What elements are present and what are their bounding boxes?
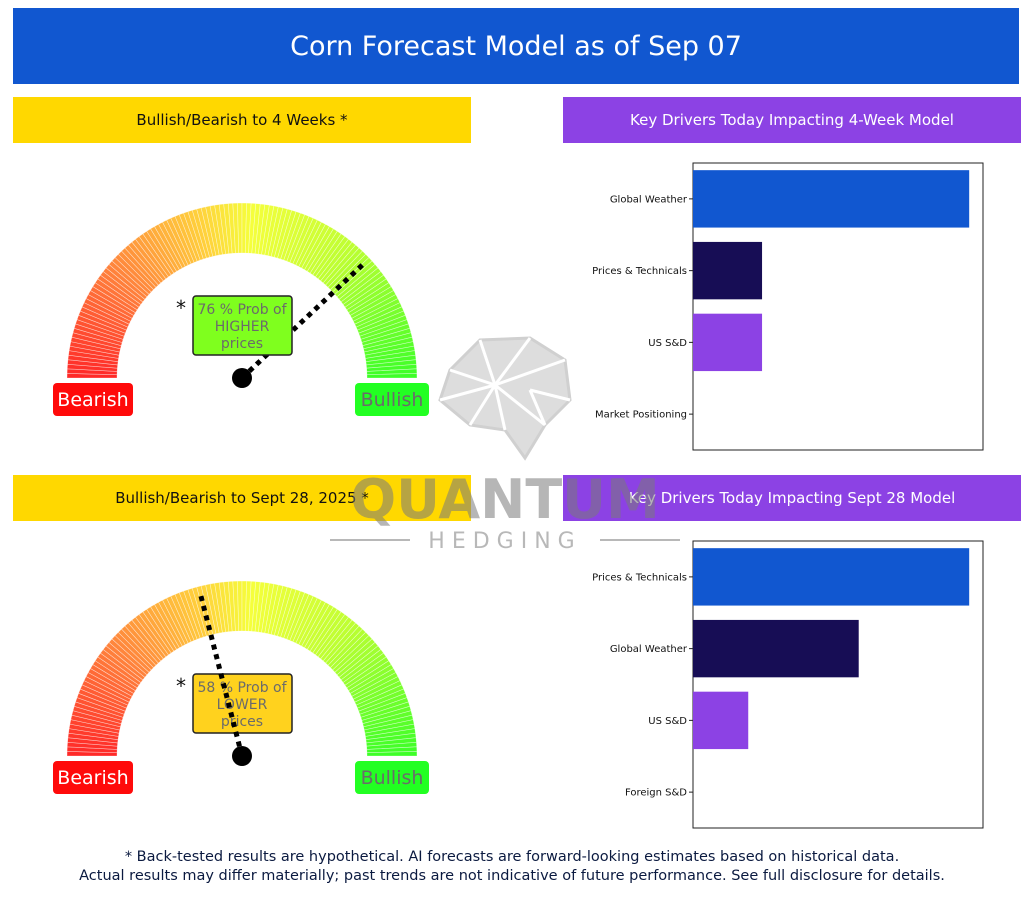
y-tick-label: Market Positioning <box>595 410 687 421</box>
watermark-sub: HEDGING <box>428 529 581 554</box>
bullish-pill: Bullish <box>355 761 429 794</box>
bullish-label: Bullish <box>361 389 424 411</box>
drivers-sept28-title: Key Drivers Today Impacting Sept 28 Mode… <box>563 475 1021 521</box>
disclaimer: * Back-tested results are hypothetical. … <box>0 848 1024 886</box>
gauge-sept28-svg: Bearish Bullish * 58 % Prob of LOWER pri… <box>53 580 429 794</box>
bar-prices-technicals <box>693 548 970 606</box>
bar-global-weather <box>693 170 970 228</box>
gauge-4week-svg: Bearish Bullish * 76 % Prob of HIGHER pr… <box>53 202 429 416</box>
bullish-pill: Bullish <box>355 383 429 416</box>
gauge-segment <box>366 751 418 757</box>
bearish-pill: Bearish <box>53 761 133 794</box>
y-tick-label: Prices & Technicals <box>592 266 687 277</box>
gauge-needle <box>240 263 364 380</box>
bar-us-s-d <box>693 313 763 372</box>
prob-line-1: 58 % Prob of <box>197 680 287 696</box>
page-title: Corn Forecast Model as of Sep 07 <box>13 8 1019 84</box>
gauge-needle <box>198 595 245 757</box>
bar-prices-technicals <box>693 241 763 300</box>
bar-global-weather <box>693 619 859 678</box>
prob-line-2: HIGHER <box>215 319 270 335</box>
y-tick-label: US S&D <box>648 716 687 727</box>
drivers-sept28-chart: Prices & Technicals Global Weather US S&D F… <box>563 534 1021 834</box>
prob-box <box>192 673 293 734</box>
bearish-pill: Bearish <box>53 383 133 416</box>
needle-hub <box>232 368 252 388</box>
gauge-4week-title: Bullish/Bearish to 4 Weeks * <box>13 97 471 143</box>
y-tick-label: Prices & Technicals <box>592 572 687 583</box>
needle-hub <box>232 746 252 766</box>
prob-asterisk: * <box>176 296 186 320</box>
bearish-label: Bearish <box>57 389 128 411</box>
y-tick-label: Global Weather <box>610 194 688 205</box>
gauge-sept28-title: Bullish/Bearish to Sept 28, 2025 * <box>13 475 471 521</box>
prob-line-3: prices <box>221 336 263 352</box>
bearish-label: Bearish <box>57 767 128 789</box>
bullish-label: Bullish <box>361 767 424 789</box>
drivers-4week-title: Key Drivers Today Impacting 4-Week Model <box>563 97 1021 143</box>
disclaimer-line-1: * Back-tested results are hypothetical. … <box>124 849 900 865</box>
y-tick-label: US S&D <box>648 338 687 349</box>
drivers-4week-svg: Global Weather Prices & Technicals US S&D M… <box>592 162 984 451</box>
prob-line-1: 76 % Prob of <box>197 302 287 318</box>
disclaimer-line-2: Actual results may differ materially; pa… <box>79 868 945 884</box>
prob-line-3: prices <box>221 714 263 730</box>
drivers-4week-chart: Global Weather Prices & Technicals US S&D M… <box>563 156 1021 456</box>
gauge-arc <box>66 202 418 379</box>
gauge-4week: Bearish Bullish * 76 % Prob of HIGHER pr… <box>40 185 460 435</box>
y-tick-label: Foreign S&D <box>625 788 687 799</box>
gauge-sept28: Bearish Bullish * 58 % Prob of LOWER pri… <box>40 563 460 813</box>
prob-asterisk: * <box>176 674 186 698</box>
drivers-sept28-svg: Prices & Technicals Global Weather US S&D F… <box>592 540 984 829</box>
bar-us-s-d <box>693 691 749 750</box>
y-tick-label: Global Weather <box>610 644 688 655</box>
gauge-arc <box>66 580 418 757</box>
prob-line-2: LOWER <box>217 697 268 713</box>
gauge-segment <box>366 373 418 379</box>
prob-box <box>192 295 293 356</box>
